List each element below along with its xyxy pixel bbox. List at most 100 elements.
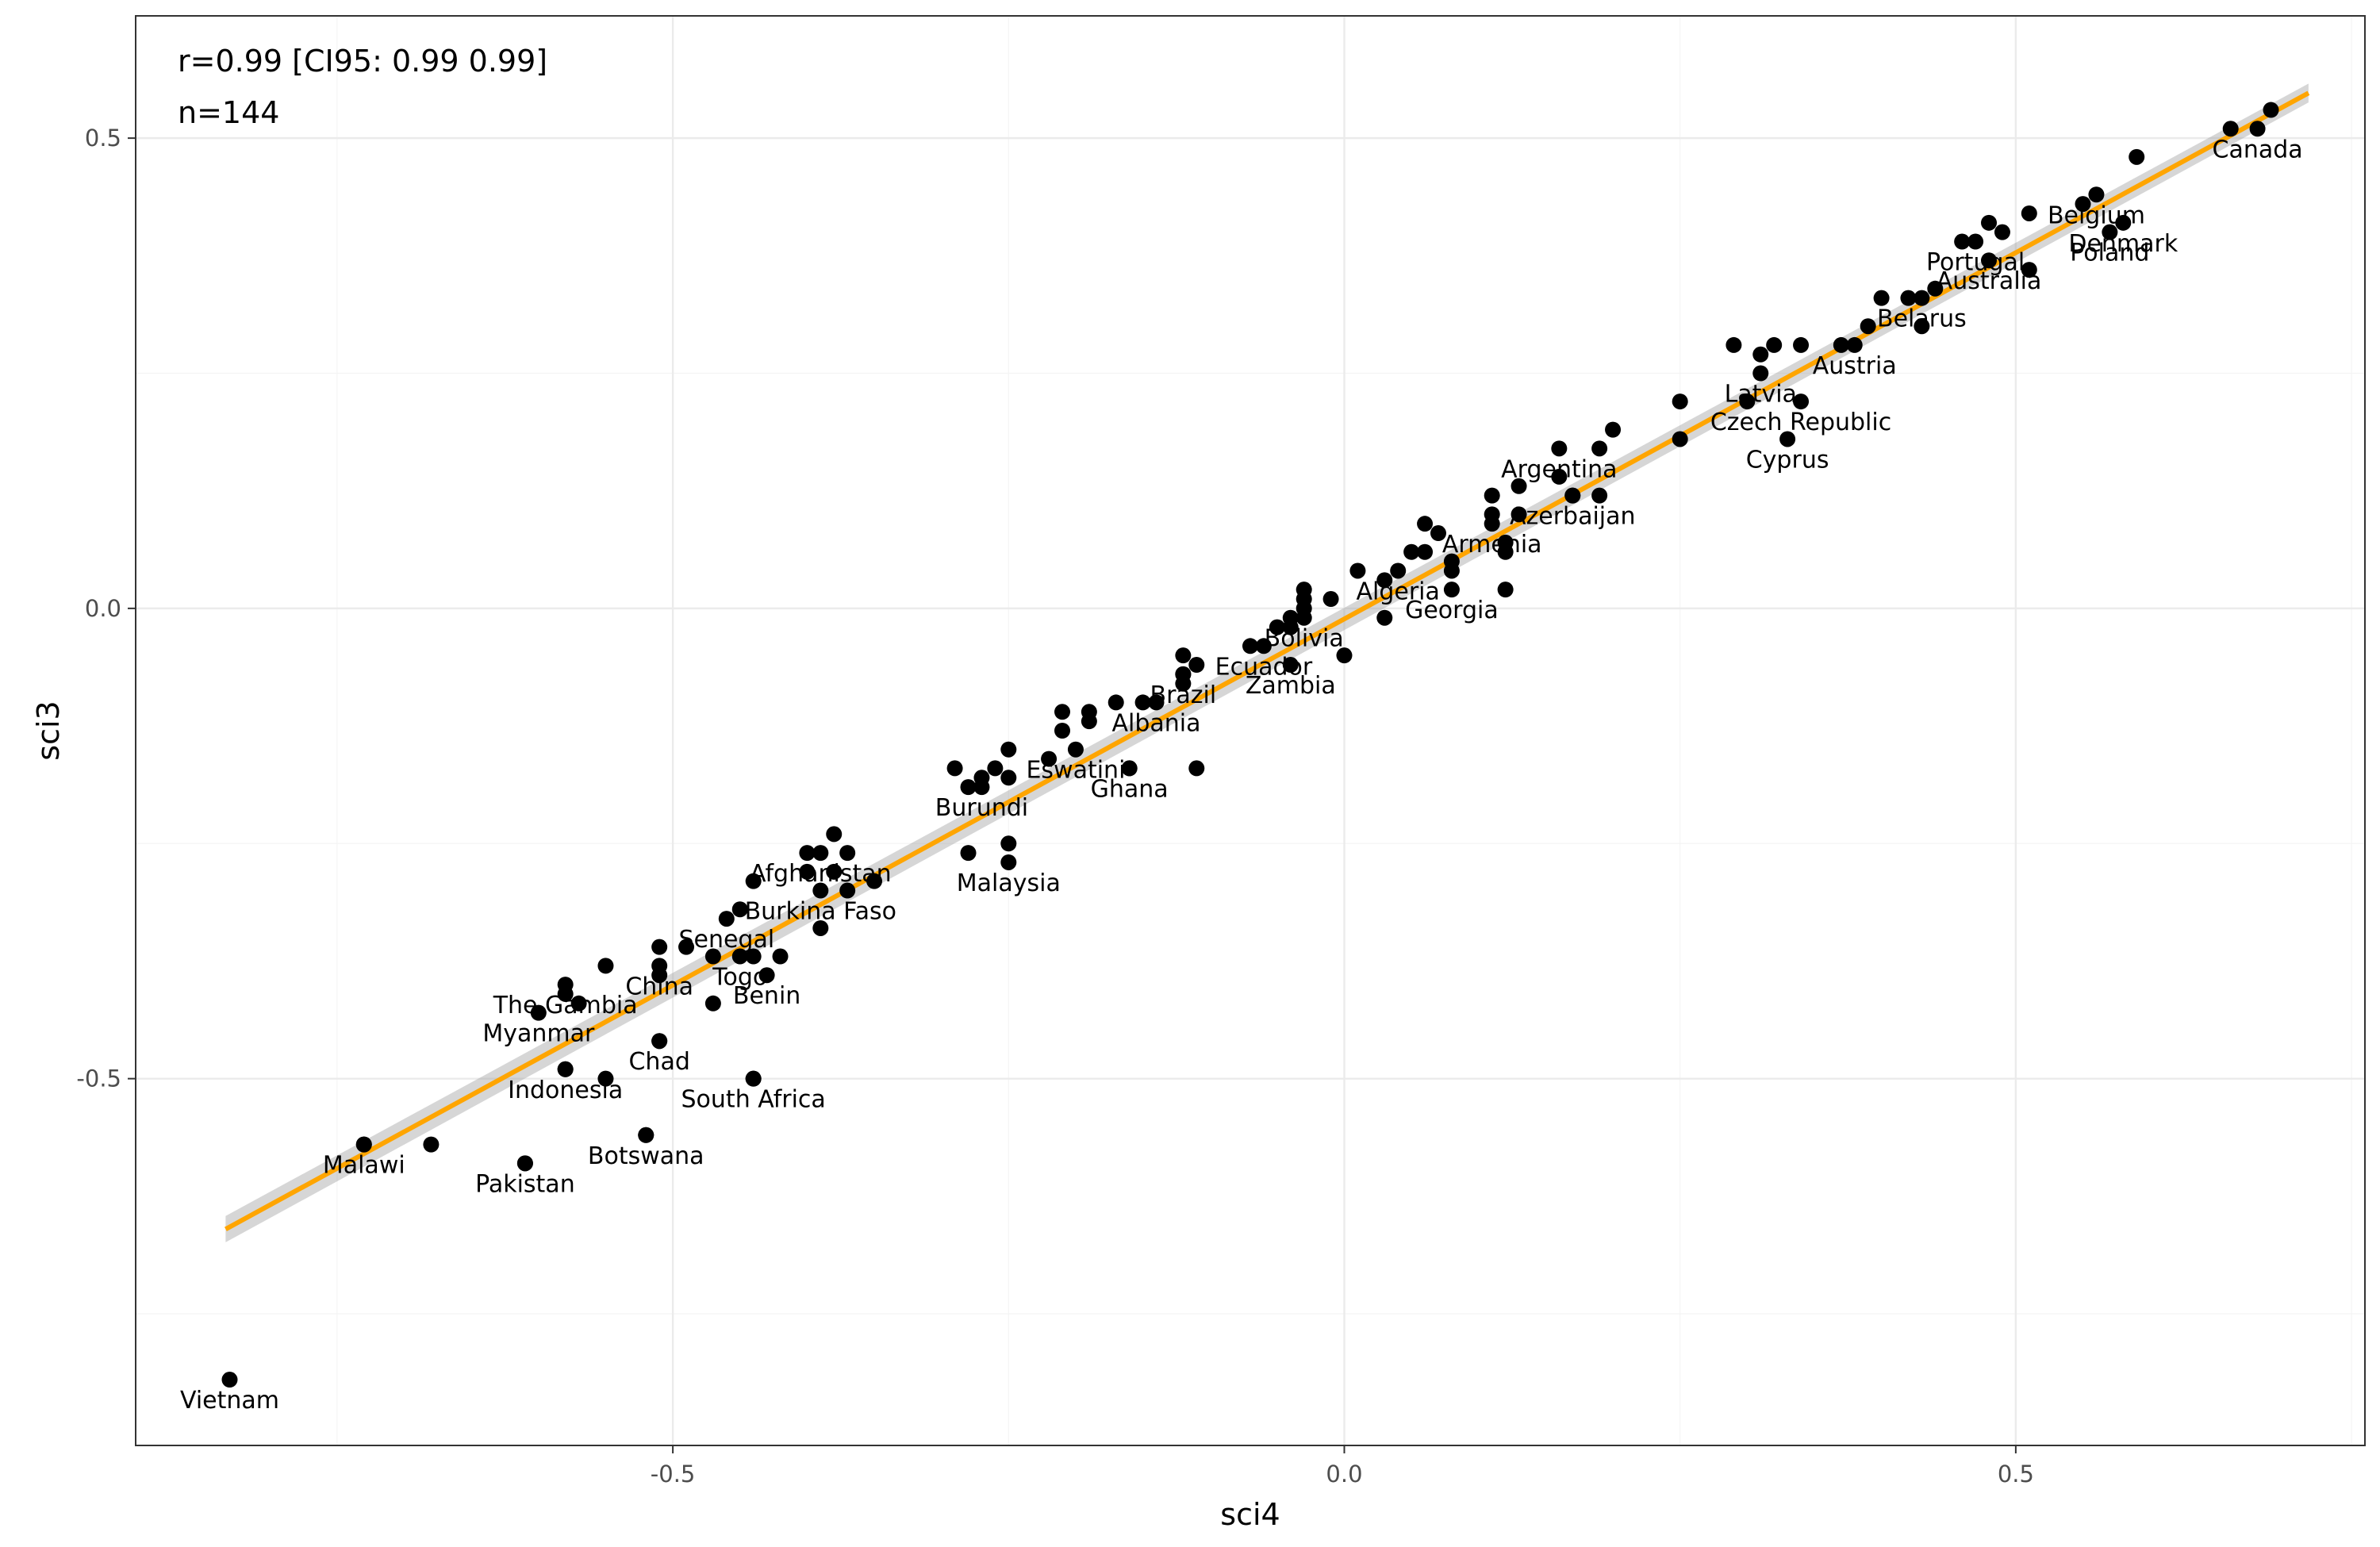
data-point: [423, 1136, 440, 1153]
point-label: Vietnam: [180, 1387, 279, 1415]
data-point: [1994, 224, 2010, 240]
labeled-data-point: [1148, 694, 1165, 711]
data-point: [1430, 525, 1446, 542]
labeled-data-point: [1121, 760, 1138, 777]
labeled-data-point: [745, 1070, 762, 1087]
data-point: [1591, 487, 1608, 504]
data-point: [987, 760, 1004, 777]
point-label: Malawi: [323, 1152, 405, 1180]
point-label: Portugal: [1926, 249, 2025, 277]
data-point: [1726, 336, 1742, 353]
labeled-data-point: [973, 779, 990, 796]
point-label: Malaysia: [957, 869, 1061, 897]
data-point: [1054, 723, 1071, 739]
data-point: [1000, 741, 1017, 758]
y-tick-label: 0.0: [85, 595, 121, 622]
point-label: Indonesia: [508, 1077, 623, 1104]
data-point: [1054, 704, 1071, 720]
data-point: [826, 863, 843, 880]
data-point: [1000, 835, 1017, 852]
point-label: Botswana: [588, 1142, 704, 1170]
data-point: [826, 826, 843, 843]
x-tick-label: 0.0: [1326, 1461, 1362, 1488]
data-point: [1336, 647, 1353, 664]
point-label: Poland: [2070, 240, 2149, 267]
data-point: [2021, 262, 2037, 278]
data-point: [2222, 121, 2239, 137]
data-point: [1322, 591, 1339, 608]
correlation-annotation: r=0.99 [CI95: 0.99 0.99]: [178, 44, 547, 79]
point-label: Bolivia: [1265, 625, 1344, 653]
data-point: [1349, 562, 1366, 579]
point-label: Togo: [712, 964, 767, 992]
data-point: [1605, 421, 1622, 438]
point-label: Eswatini: [1026, 757, 1125, 785]
data-point: [1511, 478, 1527, 494]
point-label: Australia: [1937, 267, 2042, 295]
data-points: [221, 102, 2279, 1388]
data-point: [570, 995, 587, 1012]
labeled-data-point: [651, 958, 668, 974]
point-label: Albania: [1111, 709, 1200, 737]
data-point: [2263, 102, 2279, 118]
data-point: [1417, 543, 1434, 560]
data-point: [1443, 562, 1460, 579]
labeled-data-point: [1564, 487, 1581, 504]
y-tick-label: -0.5: [76, 1065, 121, 1092]
point-label: The Gambia: [493, 992, 638, 1019]
data-point: [1873, 290, 1890, 306]
grid-lines: [136, 16, 2365, 1445]
labeled-data-point: [557, 977, 574, 993]
labeled-data-point: [355, 1136, 372, 1153]
data-point: [1134, 694, 1151, 711]
point-label: Chad: [628, 1048, 689, 1076]
fit-line: [224, 90, 2310, 1231]
labeled-data-point: [812, 845, 829, 862]
labeled-data-point: [1255, 638, 1272, 654]
labeled-data-point: [638, 1127, 654, 1143]
labeled-data-point: [1967, 233, 1984, 250]
data-point: [1927, 280, 1944, 297]
point-label: Canada: [2213, 136, 2303, 163]
data-point: [2075, 196, 2091, 213]
labeled-data-point: [1914, 290, 1930, 306]
data-point: [2021, 205, 2037, 221]
point-label: Denmark: [2068, 230, 2178, 258]
regression-line: [224, 90, 2310, 1231]
data-point: [799, 863, 816, 880]
y-tick-label: 0.5: [85, 125, 121, 152]
data-point: [1739, 393, 1756, 410]
data-point: [1188, 760, 1205, 777]
x-axis-title: sci4: [1220, 1497, 1280, 1532]
labeled-data-point: [1779, 431, 1796, 447]
labeled-data-point: [1551, 440, 1568, 457]
data-point: [2129, 148, 2145, 165]
data-point: [1403, 543, 1420, 560]
data-point: [799, 845, 816, 862]
data-point: [1551, 468, 1568, 485]
data-point: [839, 845, 856, 862]
data-point: [1900, 290, 1917, 306]
data-point: [597, 958, 614, 974]
data-point: [1591, 440, 1608, 457]
data-point: [597, 1070, 614, 1087]
data-point: [1188, 657, 1205, 674]
labeled-data-point: [1752, 365, 1769, 382]
point-label: Ghana: [1091, 775, 1169, 803]
data-point: [1242, 638, 1258, 654]
data-point: [866, 873, 883, 889]
data-point: [1107, 694, 1124, 711]
point-label: Benin: [733, 982, 800, 1010]
labeled-data-point: [221, 1372, 238, 1388]
point-label: China: [625, 973, 693, 1000]
labeled-data-point: [1484, 516, 1500, 532]
labeled-data-point: [651, 1033, 668, 1050]
data-point: [1672, 431, 1688, 447]
point-label: Austria: [1813, 352, 1897, 380]
labeled-data-point: [1981, 252, 1998, 269]
data-point: [1282, 619, 1299, 635]
data-point: [1497, 582, 1514, 598]
axis-ticks: -0.5 0.0 0.5 -0.5 0.0 0.5: [76, 125, 2034, 1488]
point-label: Belarus: [1877, 305, 1967, 333]
